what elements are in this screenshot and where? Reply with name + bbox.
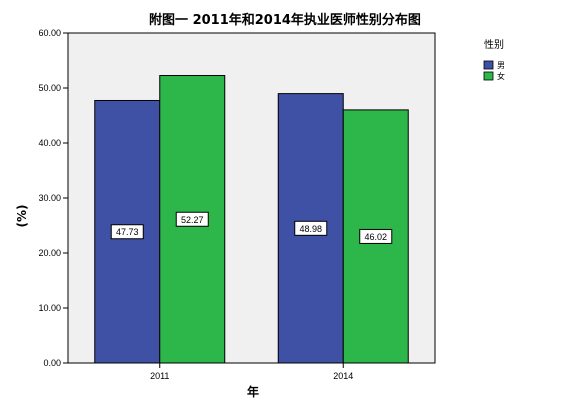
legend-label-男: 男	[497, 61, 505, 70]
data-label-box	[294, 220, 328, 236]
y-tick-label: 30.00	[38, 193, 61, 203]
chart-title: 附图一 2011年和2014年执业医师性别分布图	[149, 12, 421, 28]
data-label: 47.73	[116, 227, 139, 237]
y-tick-label: 60.00	[38, 28, 61, 38]
x-axis-title: 年	[247, 384, 259, 399]
x-tick-label: 2011	[150, 371, 169, 381]
x-tick-label: 2014	[333, 371, 353, 381]
y-tick-label: 50.00	[38, 83, 61, 93]
data-label-box	[110, 224, 144, 240]
legend-label-女: 女	[497, 71, 505, 81]
legend-swatch-男	[483, 60, 494, 70]
y-tick-label: 20.00	[38, 248, 61, 258]
y-tick-label: 40.00	[38, 138, 61, 148]
x-axis: 2011 2014	[150, 363, 353, 381]
legend: 性别 男女	[483, 38, 505, 81]
y-tick-label: 0.00	[43, 358, 61, 368]
y-axis-title: (%)	[15, 205, 29, 228]
bars: 47.73 52.27 48.98 46.02	[94, 75, 409, 364]
y-axis: 0.00 10.00 20.00 30.00 40.00 50.00 60.00	[38, 28, 68, 368]
data-label-box	[175, 211, 209, 227]
legend-title: 性别	[484, 38, 504, 51]
data-label: 48.98	[299, 224, 322, 234]
data-label-box	[359, 228, 393, 244]
data-label: 52.27	[181, 215, 204, 225]
data-label: 46.02	[364, 232, 387, 242]
y-tick-label: 10.00	[38, 303, 61, 313]
legend-swatch-女	[483, 71, 494, 81]
